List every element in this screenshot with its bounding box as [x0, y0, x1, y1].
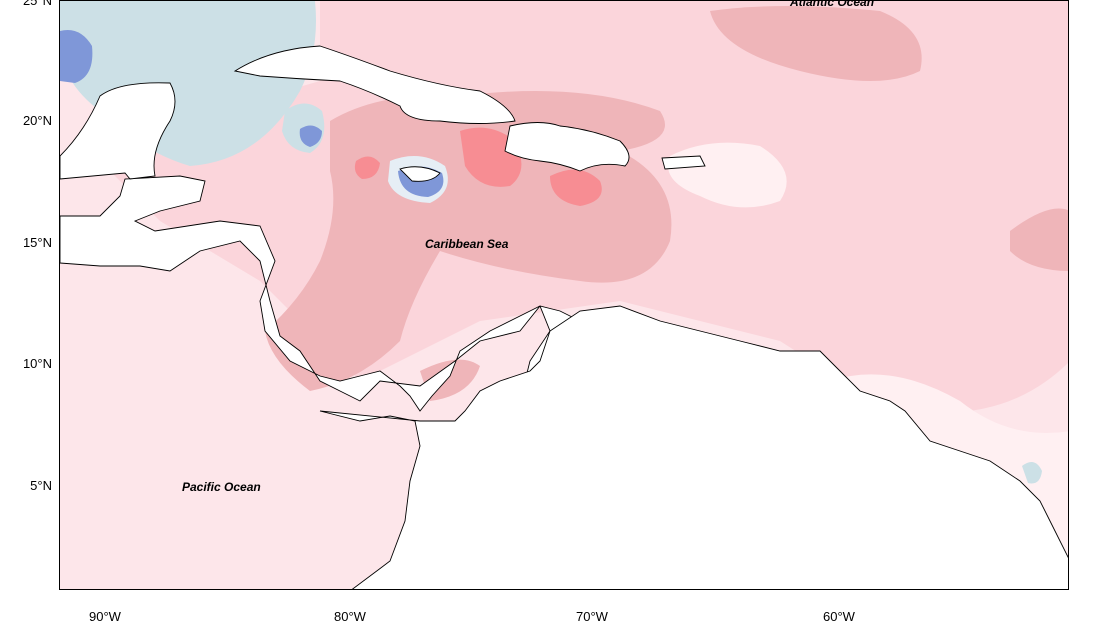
anomaly-neg-light-guiana-e — [1022, 462, 1042, 484]
anomaly-pos-mid-east — [1010, 208, 1068, 271]
land-hispaniola — [504, 122, 630, 172]
caribbean-sea-label: Caribbean Sea — [425, 237, 509, 251]
lat-tick-5n: 5°N — [30, 478, 52, 493]
lon-tick-70w: 70°W — [576, 609, 608, 624]
pacific-ocean-label: Pacific Ocean — [182, 480, 261, 494]
land-cuba — [233, 45, 516, 124]
land-puerto-rico — [661, 155, 706, 170]
anomaly-pos-strong-south — [550, 169, 602, 206]
anomaly-pos-strong-jamaica-w — [354, 156, 380, 179]
anomaly-map — [60, 1, 1068, 589]
anomaly-pos-strong-haiti — [460, 127, 522, 187]
anomaly-neg-strong-cayman — [299, 125, 322, 147]
lat-tick-10n: 10°N — [22, 356, 52, 371]
lon-tick-90w: 90°W — [89, 609, 121, 624]
land-south-america — [319, 305, 1068, 589]
anomaly-pos-mid-atlantic — [710, 6, 922, 81]
ocean-labels: Atlantic Ocean Caribbean Sea Pacific Oce… — [182, 1, 874, 494]
anomaly-neg-strong-gulf — [60, 30, 93, 83]
map-frame: Atlantic Ocean Caribbean Sea Pacific Oce… — [59, 0, 1069, 590]
lat-tick-20n: 20°N — [22, 113, 52, 128]
lon-tick-80w: 80°W — [334, 609, 366, 624]
lon-tick-60w: 60°W — [823, 609, 855, 624]
land-jamaica — [399, 166, 441, 182]
lat-tick-25n: 25°N — [22, 0, 52, 8]
atlantic-ocean-label: Atlantic Ocean — [789, 1, 874, 9]
lat-tick-15n: 15°N — [22, 235, 52, 250]
